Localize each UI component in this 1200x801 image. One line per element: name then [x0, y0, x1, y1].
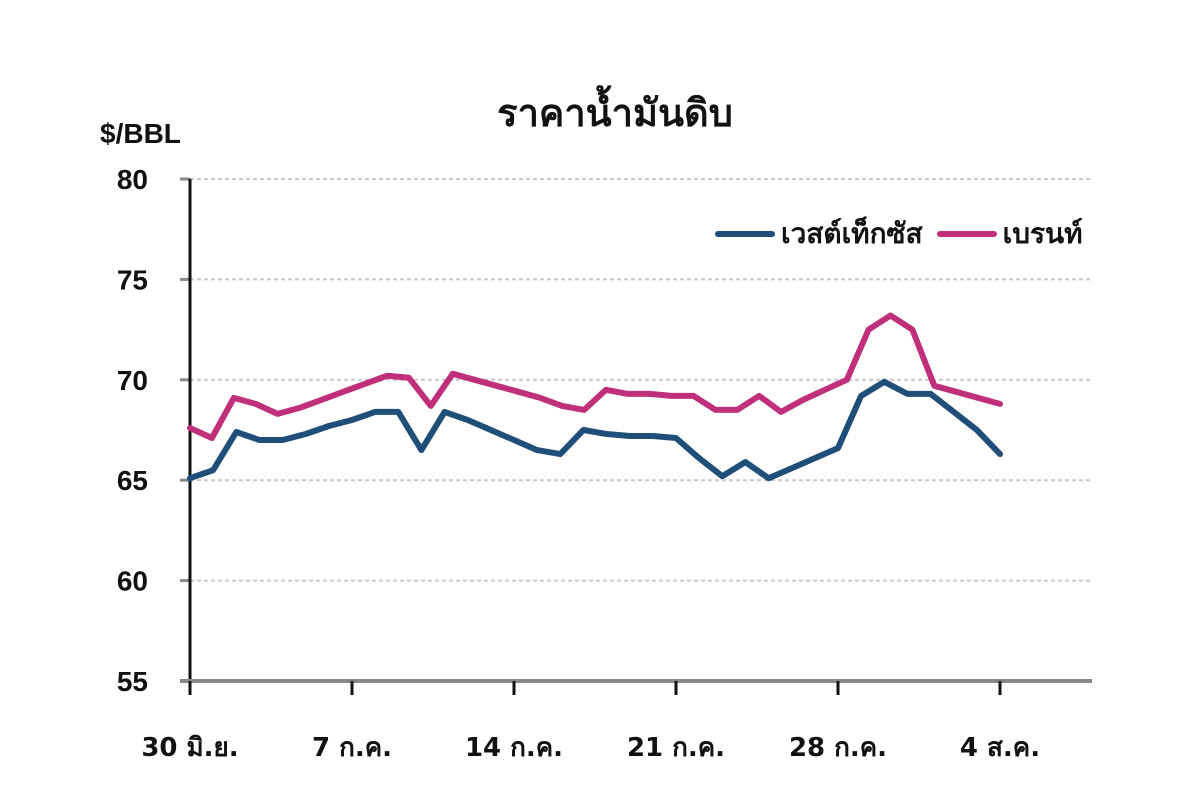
y-tick-label: 80	[117, 164, 148, 195]
chart-title: ราคาน้ำมันดิบ	[497, 91, 733, 135]
x-tick-label: 14 ก.ค.	[465, 733, 563, 763]
legend: เวสต์เท็กซัส เบรนท์	[715, 212, 1097, 256]
legend-item-brent: เบรนท์	[936, 212, 1083, 256]
legend-swatch-brent	[936, 231, 997, 237]
x-tick-label: 4 ส.ค.	[960, 733, 1040, 763]
x-tick-label: 7 ก.ค.	[312, 733, 392, 763]
x-tick-label: 28 ก.ค.	[789, 733, 887, 763]
x-tick-label: 30 มิ.ย.	[141, 733, 238, 763]
legend-label-brent: เบรนท์	[1002, 217, 1083, 250]
y-axis-label: $/BBL	[100, 118, 181, 149]
y-tick-label: 55	[117, 666, 148, 697]
y-tick-label: 70	[117, 365, 148, 396]
y-tick-label: 60	[117, 566, 148, 597]
legend-label-wti: เวสต์เท็กซัส	[781, 217, 923, 250]
y-tick-label: 65	[117, 465, 148, 496]
y-tick-label: 75	[117, 264, 148, 295]
legend-swatch-wti	[715, 231, 775, 237]
series-line-brent	[187, 312, 1003, 441]
legend-item-wti: เวสต์เท็กซัส	[715, 212, 923, 256]
series-line-wti	[187, 378, 1003, 482]
x-tick-label: 21 ก.ค.	[627, 733, 725, 763]
